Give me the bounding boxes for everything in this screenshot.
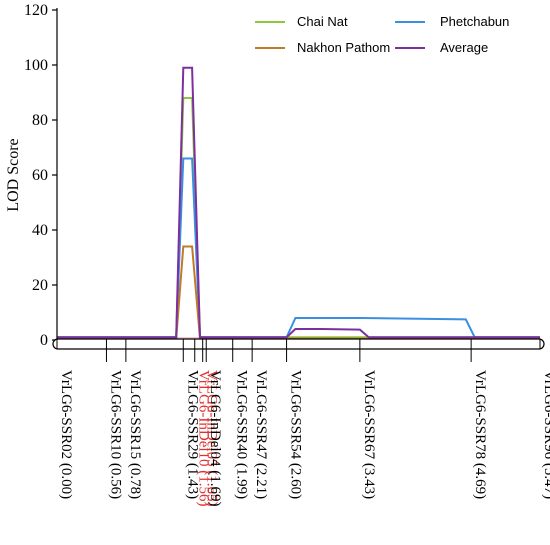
y-tick-label: 80 [32, 112, 48, 129]
marker-label: VrLG6-SSR67 (3.43) [361, 370, 377, 499]
legend-label-2: Nakhon Pathom [297, 40, 390, 55]
legend-label-1: Phetchabun [440, 14, 509, 29]
y-tick-label: 20 [32, 277, 48, 294]
legend-label-3: Average [440, 40, 488, 55]
marker-label: VrLG6-SSR40 (1.99) [234, 370, 250, 499]
marker-label: VrLG6-SSR96 (5.47) [541, 370, 550, 499]
linkage-map: VrLG6-SSR02 (0.00) VrLG6-SSR10 (0.56) VrLG… [52, 338, 550, 507]
marker-label: VrLG6-SSR54 (2.60) [288, 370, 304, 499]
legend: Chai Nat Phetchabun Nakhon Pathom Average [255, 14, 509, 55]
series-line-3 [57, 66, 540, 339]
plot-area [57, 66, 540, 340]
linkage-bar [52, 338, 545, 350]
y-tick-label: 40 [32, 222, 48, 239]
series-line-1 [57, 157, 540, 339]
y-tick-label: 60 [32, 167, 48, 184]
series-line-0 [57, 97, 540, 339]
marker-label: VrLG6-InDel10 (1.56) [196, 370, 212, 507]
y-tick-label: 120 [24, 2, 48, 19]
y-axis: 0 20 40 60 80 100 120 LOD Score [5, 2, 58, 349]
marker-label: VrLG6-SSR10 (0.56) [107, 370, 123, 499]
marker-label: VrLG6-InDel04 (1.69) [207, 370, 223, 507]
marker-label: VrLG6-SSR78 (4.69) [472, 370, 488, 499]
y-axis-title: LOD Score [5, 138, 22, 211]
legend-label-0: Chai Nat [297, 14, 348, 29]
marker-label: VrLG6-SSR29 (1.43) [184, 370, 200, 499]
marker-label: VrLG6-SSR15 (0.78) [127, 370, 143, 499]
y-tick-label: 0 [40, 332, 48, 349]
marker-label: VrLG6-SSR02 (0.00) [58, 370, 74, 499]
marker-label: VrLG6-InDel05 (1.65) [204, 370, 220, 507]
y-tick-label: 100 [24, 57, 48, 74]
marker-label: VrLG6-SSR47 (2.21) [253, 370, 269, 499]
